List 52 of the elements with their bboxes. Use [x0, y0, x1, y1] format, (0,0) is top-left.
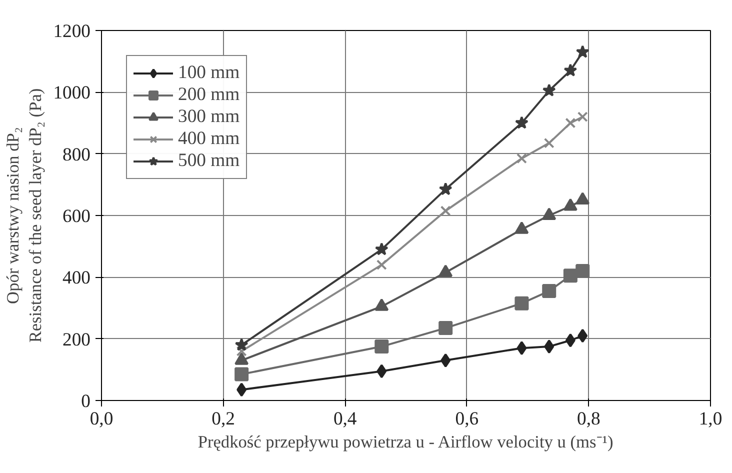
- point: [236, 382, 247, 397]
- y-tick-label: 1000: [53, 82, 90, 104]
- x-tick-label: 0,8: [577, 408, 600, 430]
- point: [576, 45, 590, 58]
- x-axis-title: Prędkość przepływu powietrza u - Airflow velocity u (ms⁻¹): [198, 432, 614, 452]
- x-tick-label: 0,6: [455, 408, 479, 430]
- legend-label: 500 mm: [178, 150, 240, 172]
- x-tick-label: 0,4: [333, 408, 358, 430]
- x-tick-label: 1,0: [698, 408, 722, 430]
- point: [514, 296, 529, 310]
- point: [576, 264, 590, 278]
- point: [234, 338, 248, 351]
- point: [544, 340, 554, 354]
- point: [563, 268, 578, 283]
- point: [542, 84, 556, 96]
- point: [438, 264, 453, 278]
- point: [376, 364, 387, 378]
- point: [374, 340, 389, 354]
- point: [516, 341, 527, 356]
- x-tick-label: 0,0: [90, 408, 114, 430]
- x-tick-label: 0,2: [212, 408, 235, 430]
- legend-label: 400 mm: [178, 128, 240, 150]
- point: [576, 192, 590, 205]
- legend-label: 200 mm: [178, 84, 240, 106]
- point: [565, 333, 576, 348]
- legend-label: 100 mm: [178, 62, 240, 84]
- point: [544, 138, 554, 148]
- point: [438, 321, 453, 336]
- point: [440, 206, 451, 216]
- point: [236, 346, 247, 356]
- y-tick-label: 600: [62, 206, 90, 227]
- y-tick-label: 400: [62, 268, 90, 289]
- point: [374, 242, 388, 256]
- point: [234, 367, 249, 382]
- point: [438, 182, 452, 196]
- point: [516, 153, 527, 164]
- y-tick-label: 0: [81, 391, 90, 412]
- point: [542, 208, 556, 220]
- point: [564, 64, 578, 76]
- point: [542, 284, 556, 298]
- point: [376, 260, 387, 270]
- point: [578, 328, 588, 343]
- y-tick-label: 800: [62, 144, 90, 166]
- point: [577, 112, 588, 122]
- point: [563, 198, 578, 211]
- point: [440, 353, 451, 368]
- y-axis-title: Opór warstwy nasion dP₂ Resistance of the seed layer dP₂ (Pa): [3, 88, 46, 343]
- legend-label: 300 mm: [178, 106, 240, 128]
- point: [515, 116, 528, 129]
- y-tick-label: 200: [62, 329, 90, 350]
- point: [565, 118, 576, 128]
- y-tick-label: 1200: [53, 21, 90, 42]
